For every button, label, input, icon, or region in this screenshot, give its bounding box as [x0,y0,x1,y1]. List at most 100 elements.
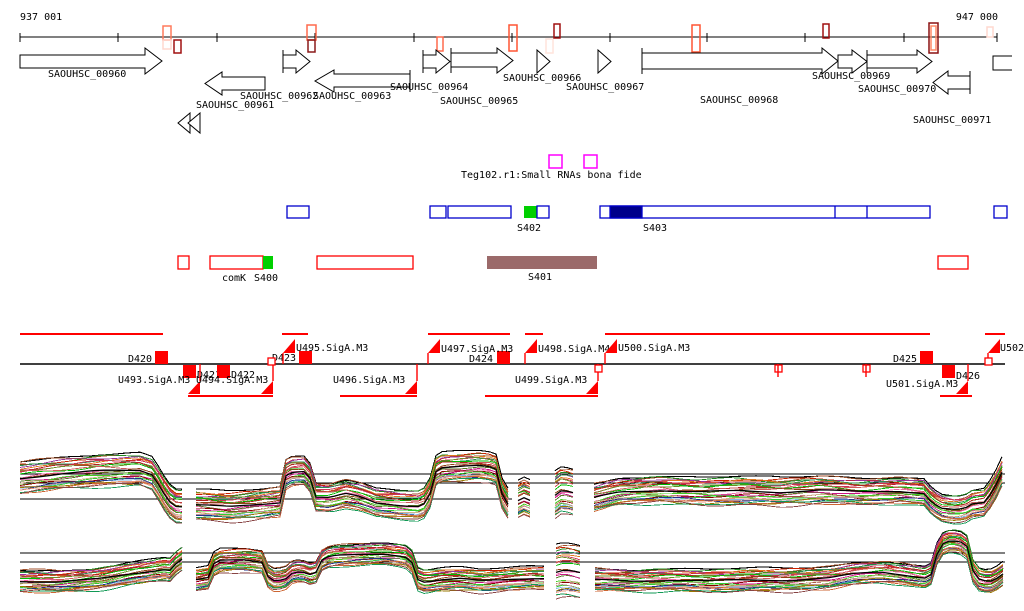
blue-feature-box[interactable] [429,205,447,219]
promoter-U497.SigA.M3[interactable]: U497.SigA.M3 [427,339,513,364]
axis-srna-marker[interactable] [930,25,937,51]
blue-feature-box[interactable] [993,205,1008,219]
gene-arrow-SAOUHSC_00970[interactable] [866,48,933,75]
promoter-flag[interactable] [405,381,417,394]
blue-feature-box[interactable] [524,206,537,218]
gene-arrowhead-SAOUHSC_00967[interactable] [597,48,612,75]
axis-srna-marker[interactable] [822,23,830,39]
promoter-U501.SigA.M3[interactable]: U501.SigA.M3 [886,364,969,394]
terminator-D421[interactable]: D421 [183,365,221,381]
promoter-label-U500.SigA.M3: U500.SigA.M3 [618,343,690,354]
gene-partial-gene[interactable] [992,55,1012,71]
promoter-U494.SigA.M3[interactable]: U494.SigA.M3 [196,364,274,394]
expression-trace [517,509,531,515]
promoter-flag[interactable] [988,339,1000,353]
axis-srna-marker[interactable] [307,39,316,53]
terminator-D422[interactable]: D422 [217,365,255,381]
terminator-square[interactable] [920,351,933,364]
gene-SAOUHSC_00967[interactable]: SAOUHSC_00967 [566,48,644,93]
red-feature-box[interactable] [209,255,264,270]
gene-SAOUHSC_00965[interactable]: SAOUHSC_00965 [440,46,518,107]
gene-SAOUHSC_00960[interactable]: SAOUHSC_00960 [19,46,163,80]
promoter-flag[interactable] [283,339,295,353]
red-feature-box[interactable] [937,255,969,270]
terminator-D423[interactable]: D423 [272,351,312,364]
blue-feature-box[interactable] [609,205,643,219]
small-gene-chevrons[interactable] [177,111,201,135]
red-feature-box[interactable] [263,256,273,269]
gene-arrow-SAOUHSC_00961[interactable] [204,71,266,96]
gene-arrow-SAOUHSC_00962[interactable] [282,48,311,75]
terminator-D424[interactable]: D424 [469,351,510,365]
gene-arrow-SAOUHSC_00960[interactable] [19,46,163,76]
gene-SAOUHSC_00968[interactable]: SAOUHSC_00968 [641,46,839,106]
expression-trace [19,554,183,579]
axis-srna-marker[interactable] [986,26,994,38]
terminator-square[interactable] [155,351,168,364]
axis-srna-marker[interactable] [173,39,182,54]
promoter-flag[interactable] [261,381,273,394]
promoter-U495.SigA.M3[interactable]: U495.SigA.M3 [282,339,368,364]
gene-SAOUHSC_00966[interactable]: SAOUHSC_00966 [503,48,581,84]
gene-SAOUHSC_00964[interactable]: SAOUHSC_00964 [390,48,468,93]
blue-feature-box[interactable] [536,205,550,219]
terminator-D425[interactable]: D425 [893,351,933,365]
promoter-U502[interactable]: U502 [987,339,1024,364]
expression-trace-median [195,464,509,508]
promoter-flag[interactable] [525,339,537,353]
promoter-flag[interactable] [188,381,200,394]
promoter-flag[interactable] [586,381,598,394]
gene-SAOUHSC_00970[interactable]: SAOUHSC_00970 [858,48,936,95]
axis-srna-marker[interactable] [928,22,939,54]
gene-arrow-SAOUHSC_00971[interactable] [932,69,971,96]
gene-arrow-SAOUHSC_00964[interactable] [422,48,451,75]
weak-signal-square[interactable] [984,357,993,366]
gene-arrow-SAOUHSC_00969[interactable] [837,48,868,75]
red-feature-box[interactable] [177,255,190,270]
promoter-U496.SigA.M3[interactable]: U496.SigA.M3 [333,364,418,394]
promoter-U498.SigA.M4[interactable]: U498.SigA.M4 [524,339,610,364]
terminator-D420[interactable]: D420 [128,351,168,365]
expression-trace [517,505,531,511]
red-feature-box[interactable] [487,256,597,269]
teg-srna-box[interactable] [583,154,598,169]
axis-srna-marker[interactable] [691,24,701,53]
terminator-square[interactable] [942,365,955,378]
promoter-flag[interactable] [428,339,440,353]
gene-SAOUHSC_00969[interactable]: SAOUHSC_00969 [812,48,890,82]
promoter-U500.SigA.M3[interactable]: U500.SigA.M3 [604,339,690,364]
expression-trace [593,465,1003,506]
blue-feature-box[interactable] [599,205,931,219]
promoter-U499.SigA.M3[interactable]: U499.SigA.M3 [515,364,599,394]
teg-srna-box[interactable] [548,154,563,169]
axis-srna-marker[interactable] [436,36,444,52]
promoter-U493.SigA.M3[interactable]: U493.SigA.M3 [118,364,201,394]
red-feature-box[interactable] [316,255,414,270]
gene-arrow-SAOUHSC_00963[interactable] [314,69,411,93]
expression-trace [517,485,531,490]
expression-trace [555,554,581,558]
weak-signal-square[interactable] [267,357,276,366]
gene-SAOUHSC_00961[interactable]: SAOUHSC_00961 [196,71,274,111]
axis-srna-marker[interactable] [162,39,172,50]
axis-srna-marker[interactable] [162,25,172,41]
axis-srna-marker[interactable] [545,38,554,54]
gene-SAOUHSC_00963[interactable]: SAOUHSC_00963 [313,69,411,102]
blue-feature-box[interactable] [447,205,512,219]
promoter-flag[interactable] [956,381,968,394]
terminator-square[interactable] [217,365,230,378]
terminator-square[interactable] [497,351,510,364]
gene-arrow-SAOUHSC_00965[interactable] [450,46,514,75]
gene-arrowhead-SAOUHSC_00966[interactable] [536,48,551,75]
blue-feature-box[interactable] [286,205,310,219]
gene-SAOUHSC_00962[interactable]: SAOUHSC_00962 [240,48,318,102]
promoter-flag[interactable] [605,339,617,353]
axis-srna-marker[interactable] [508,24,518,52]
axis-srna-marker[interactable] [553,23,561,39]
terminator-square[interactable] [299,351,312,364]
gene-arrow-SAOUHSC_00968[interactable] [641,46,839,76]
gene-SAOUHSC_00971[interactable]: SAOUHSC_00971 [913,69,991,126]
weak-signal-square[interactable] [594,364,603,373]
terminator-square[interactable] [183,365,196,378]
gene-partial-partial-gene[interactable] [992,55,1012,71]
